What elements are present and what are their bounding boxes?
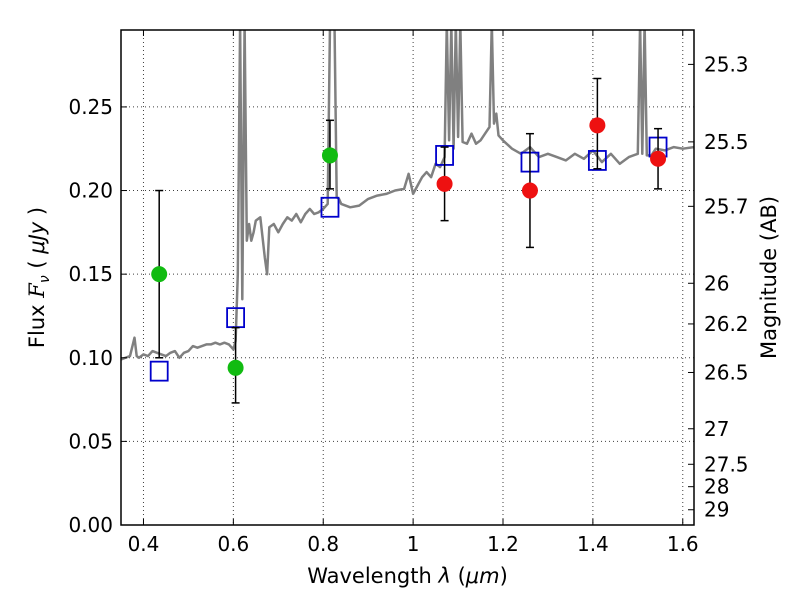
grid — [121, 30, 694, 526]
y-tick-label: 0.10 — [68, 346, 113, 370]
x-tick-label: 0.4 — [128, 532, 160, 556]
observed-point-red — [650, 150, 667, 167]
observed-point-green — [321, 147, 338, 164]
x-tick-label: 0.6 — [217, 532, 249, 556]
observed-point-green — [151, 266, 168, 283]
y2-tick-label: 29 — [704, 498, 729, 522]
y-tick-label: 0.05 — [68, 429, 113, 453]
x-axis-label: Wavelength λ (μm) — [307, 564, 508, 588]
y2-axis-label: Magnitude (AB) — [757, 196, 781, 359]
model-photometry-square — [320, 196, 340, 218]
y-tick-label: 0.15 — [68, 262, 113, 286]
plot-frame — [120, 29, 695, 526]
y2-tick-label: 25.5 — [704, 130, 749, 154]
y2-tick-label: 26 — [704, 271, 729, 295]
y2-tick-label: 26.5 — [704, 360, 749, 384]
observed-point-red — [436, 175, 453, 192]
x-tick-label: 1.6 — [667, 532, 699, 556]
observed-point-green — [227, 359, 244, 376]
x-tick-label: 1 — [407, 532, 420, 556]
y-axis-label: Flux Fν ( μJy ) — [25, 207, 53, 348]
y2-tick-label: 26.2 — [704, 312, 749, 336]
ticks: 0.4 0.6 0.8 1 1.2 1.4 1.6 0.00 0.05 0.10 0.15 0.20 0… — [68, 30, 749, 556]
observed-point-red — [589, 117, 606, 134]
y-tick-label: 0.25 — [68, 95, 113, 119]
observed-point-red — [521, 182, 538, 199]
model-photometry-square — [149, 360, 169, 382]
x-tick-label: 1.4 — [577, 532, 609, 556]
y2-tick-label: 27 — [704, 417, 729, 441]
y2-tick-label: 25.3 — [704, 52, 749, 76]
y-tick-label: 0.20 — [68, 179, 113, 203]
y-tick-label: 0.00 — [68, 513, 113, 537]
x-tick-label: 0.8 — [307, 532, 339, 556]
y2-tick-label: 25.7 — [704, 194, 749, 218]
y2-tick-label: 28 — [704, 475, 729, 499]
x-tick-label: 1.2 — [487, 532, 519, 556]
model-spectrum-line — [121, 30, 694, 361]
y2-tick-label: 27.5 — [704, 452, 749, 476]
data-layer — [121, 30, 694, 404]
